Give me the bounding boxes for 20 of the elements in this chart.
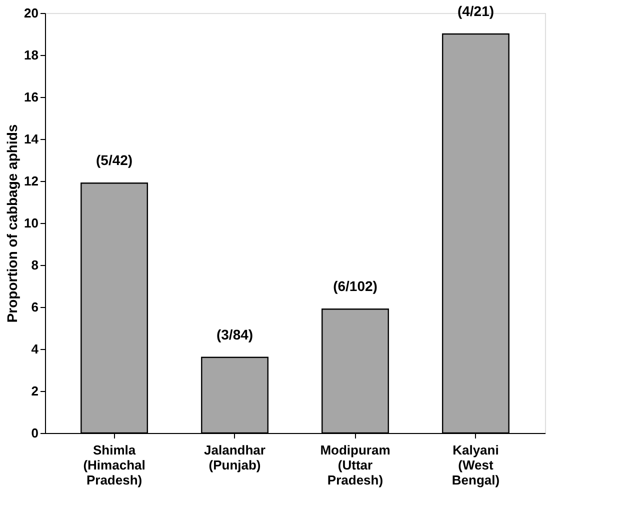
y-tick-label: 12 <box>24 174 38 188</box>
data-label: (3/84) <box>216 326 254 342</box>
y-tick-label: 10 <box>24 216 38 230</box>
y-tick-label: 8 <box>31 258 38 272</box>
y-tick-label: 18 <box>24 48 38 62</box>
x-tick-label: Kalyani (West Bengal) <box>452 442 500 488</box>
y-tick-label: 16 <box>24 90 38 104</box>
y-tick-label: 6 <box>31 300 38 314</box>
y-tick-label: 4 <box>31 342 40 356</box>
x-tick-label: Modipuram (Uttar Pradesh) <box>320 442 390 488</box>
y-axis-title: Proportion of cabbage aphids <box>4 124 20 323</box>
x-tick-label: Shimla (Himachal Pradesh) <box>83 442 146 488</box>
y-tick-label: 2 <box>31 384 38 398</box>
data-label: (5/42) <box>96 152 133 168</box>
y-tick-label: 20 <box>24 6 38 20</box>
y-tick-label: 14 <box>24 132 40 146</box>
y-tick-label: 0 <box>31 426 38 440</box>
data-label: (4/21) <box>457 3 494 19</box>
x-tick-label: Jalandhar (Punjab) <box>204 442 266 472</box>
data-label: (6/102) <box>333 278 378 294</box>
